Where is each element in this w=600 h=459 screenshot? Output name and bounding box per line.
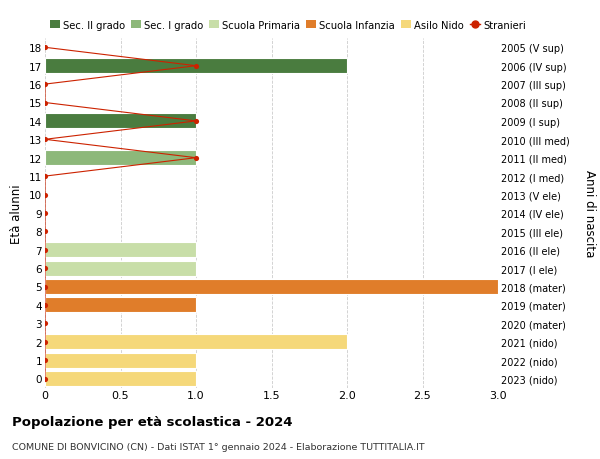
- Bar: [45, 298, 196, 313]
- Y-axis label: Età alunni: Età alunni: [10, 184, 23, 243]
- Point: [40, 246, 50, 254]
- Point: [40, 191, 50, 199]
- Bar: [45, 353, 196, 368]
- Point: [40, 45, 50, 52]
- Bar: [45, 261, 196, 276]
- Point: [40, 100, 50, 107]
- Legend: Sec. II grado, Sec. I grado, Scuola Primaria, Scuola Infanzia, Asilo Nido, Stran: Sec. II grado, Sec. I grado, Scuola Prim…: [50, 21, 526, 31]
- Point: [40, 338, 50, 346]
- Bar: [45, 114, 196, 129]
- Point: [191, 155, 201, 162]
- Bar: [45, 151, 196, 166]
- Bar: [45, 243, 196, 257]
- Point: [40, 81, 50, 89]
- Point: [40, 265, 50, 272]
- Point: [40, 228, 50, 235]
- Bar: [45, 371, 196, 386]
- Bar: [45, 280, 498, 294]
- Point: [191, 63, 201, 70]
- Point: [40, 357, 50, 364]
- Point: [40, 283, 50, 291]
- Point: [40, 375, 50, 382]
- Point: [40, 136, 50, 144]
- Point: [191, 118, 201, 125]
- Point: [40, 210, 50, 217]
- Text: Popolazione per età scolastica - 2024: Popolazione per età scolastica - 2024: [12, 415, 293, 428]
- Point: [40, 302, 50, 309]
- Bar: [45, 59, 347, 74]
- Text: COMUNE DI BONVICINO (CN) - Dati ISTAT 1° gennaio 2024 - Elaborazione TUTTITALIA.: COMUNE DI BONVICINO (CN) - Dati ISTAT 1°…: [12, 442, 425, 451]
- Point: [40, 320, 50, 327]
- Point: [40, 173, 50, 180]
- Bar: [45, 335, 347, 349]
- Y-axis label: Anni di nascita: Anni di nascita: [583, 170, 596, 257]
